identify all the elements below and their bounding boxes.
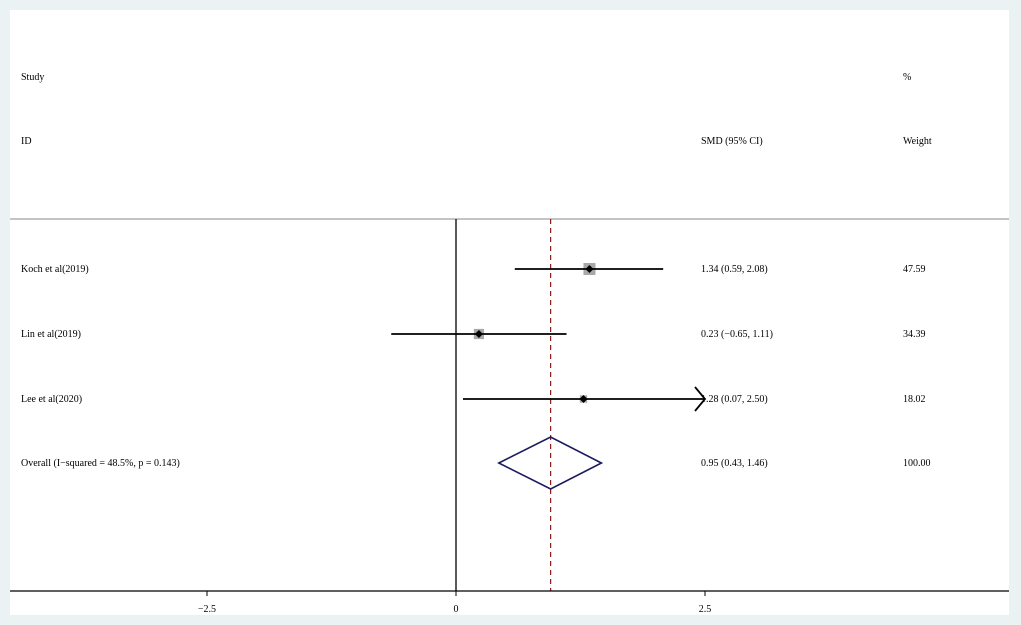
point-estimate xyxy=(474,330,483,338)
plot-area: Study ID SMD (95% CI) % Weight Koch et a… xyxy=(10,10,1009,615)
study-effect-text: 1.34 (0.59, 2.08) xyxy=(701,264,768,275)
overall-row: Overall (I−squared = 48.5%, p = 0.143) 0.… xyxy=(21,436,931,490)
x-tick-label: 0 xyxy=(454,604,459,615)
study-rows: Koch et al(2019) 1.34 (0.59, 2.08) 47.59 Li… xyxy=(21,219,931,591)
x-tick-label: 2.5 xyxy=(699,604,712,615)
study-label: Koch et al(2019) xyxy=(21,264,89,275)
study-weight-text: 18.02 xyxy=(903,394,926,405)
point-estimate xyxy=(585,265,594,273)
study-effect-text: 0.23 (−0.65, 1.11) xyxy=(701,329,773,340)
x-axis: −2.5 0 2.5 xyxy=(10,590,1009,615)
study-label: Lin et al(2019) xyxy=(21,329,81,340)
x-tick-label: −2.5 xyxy=(198,604,216,615)
header-weight: Weight xyxy=(903,136,932,147)
header-id: ID xyxy=(21,136,32,147)
header-study: Study xyxy=(21,72,44,83)
overall-effect-text: 0.95 (0.43, 1.46) xyxy=(701,458,768,469)
forest-plot: Study ID SMD (95% CI) % Weight Koch et a… xyxy=(10,72,1009,615)
study-row: Lin et al(2019) 0.23 (−0.65, 1.11) 34.39 xyxy=(21,328,926,340)
point-estimate xyxy=(579,395,588,403)
overall-weight-text: 100.00 xyxy=(903,458,931,469)
study-row: Koch et al(2019) 1.34 (0.59, 2.08) 47.59 xyxy=(21,263,926,275)
overall-diamond xyxy=(497,436,604,490)
study-label: Lee et al(2020) xyxy=(21,394,82,405)
overall-label: Overall (I−squared = 48.5%, p = 0.143) xyxy=(21,458,180,469)
study-row: Lee et al(2020) 1.28 (0.07, 2.50) 18.02 xyxy=(21,386,926,412)
ci-arrow xyxy=(694,386,707,412)
study-effect-text: 1.28 (0.07, 2.50) xyxy=(701,394,768,405)
header-percent: % xyxy=(903,72,911,83)
study-weight-text: 34.39 xyxy=(903,329,926,340)
header-effect: SMD (95% CI) xyxy=(701,136,763,147)
study-weight-text: 47.59 xyxy=(903,264,926,275)
